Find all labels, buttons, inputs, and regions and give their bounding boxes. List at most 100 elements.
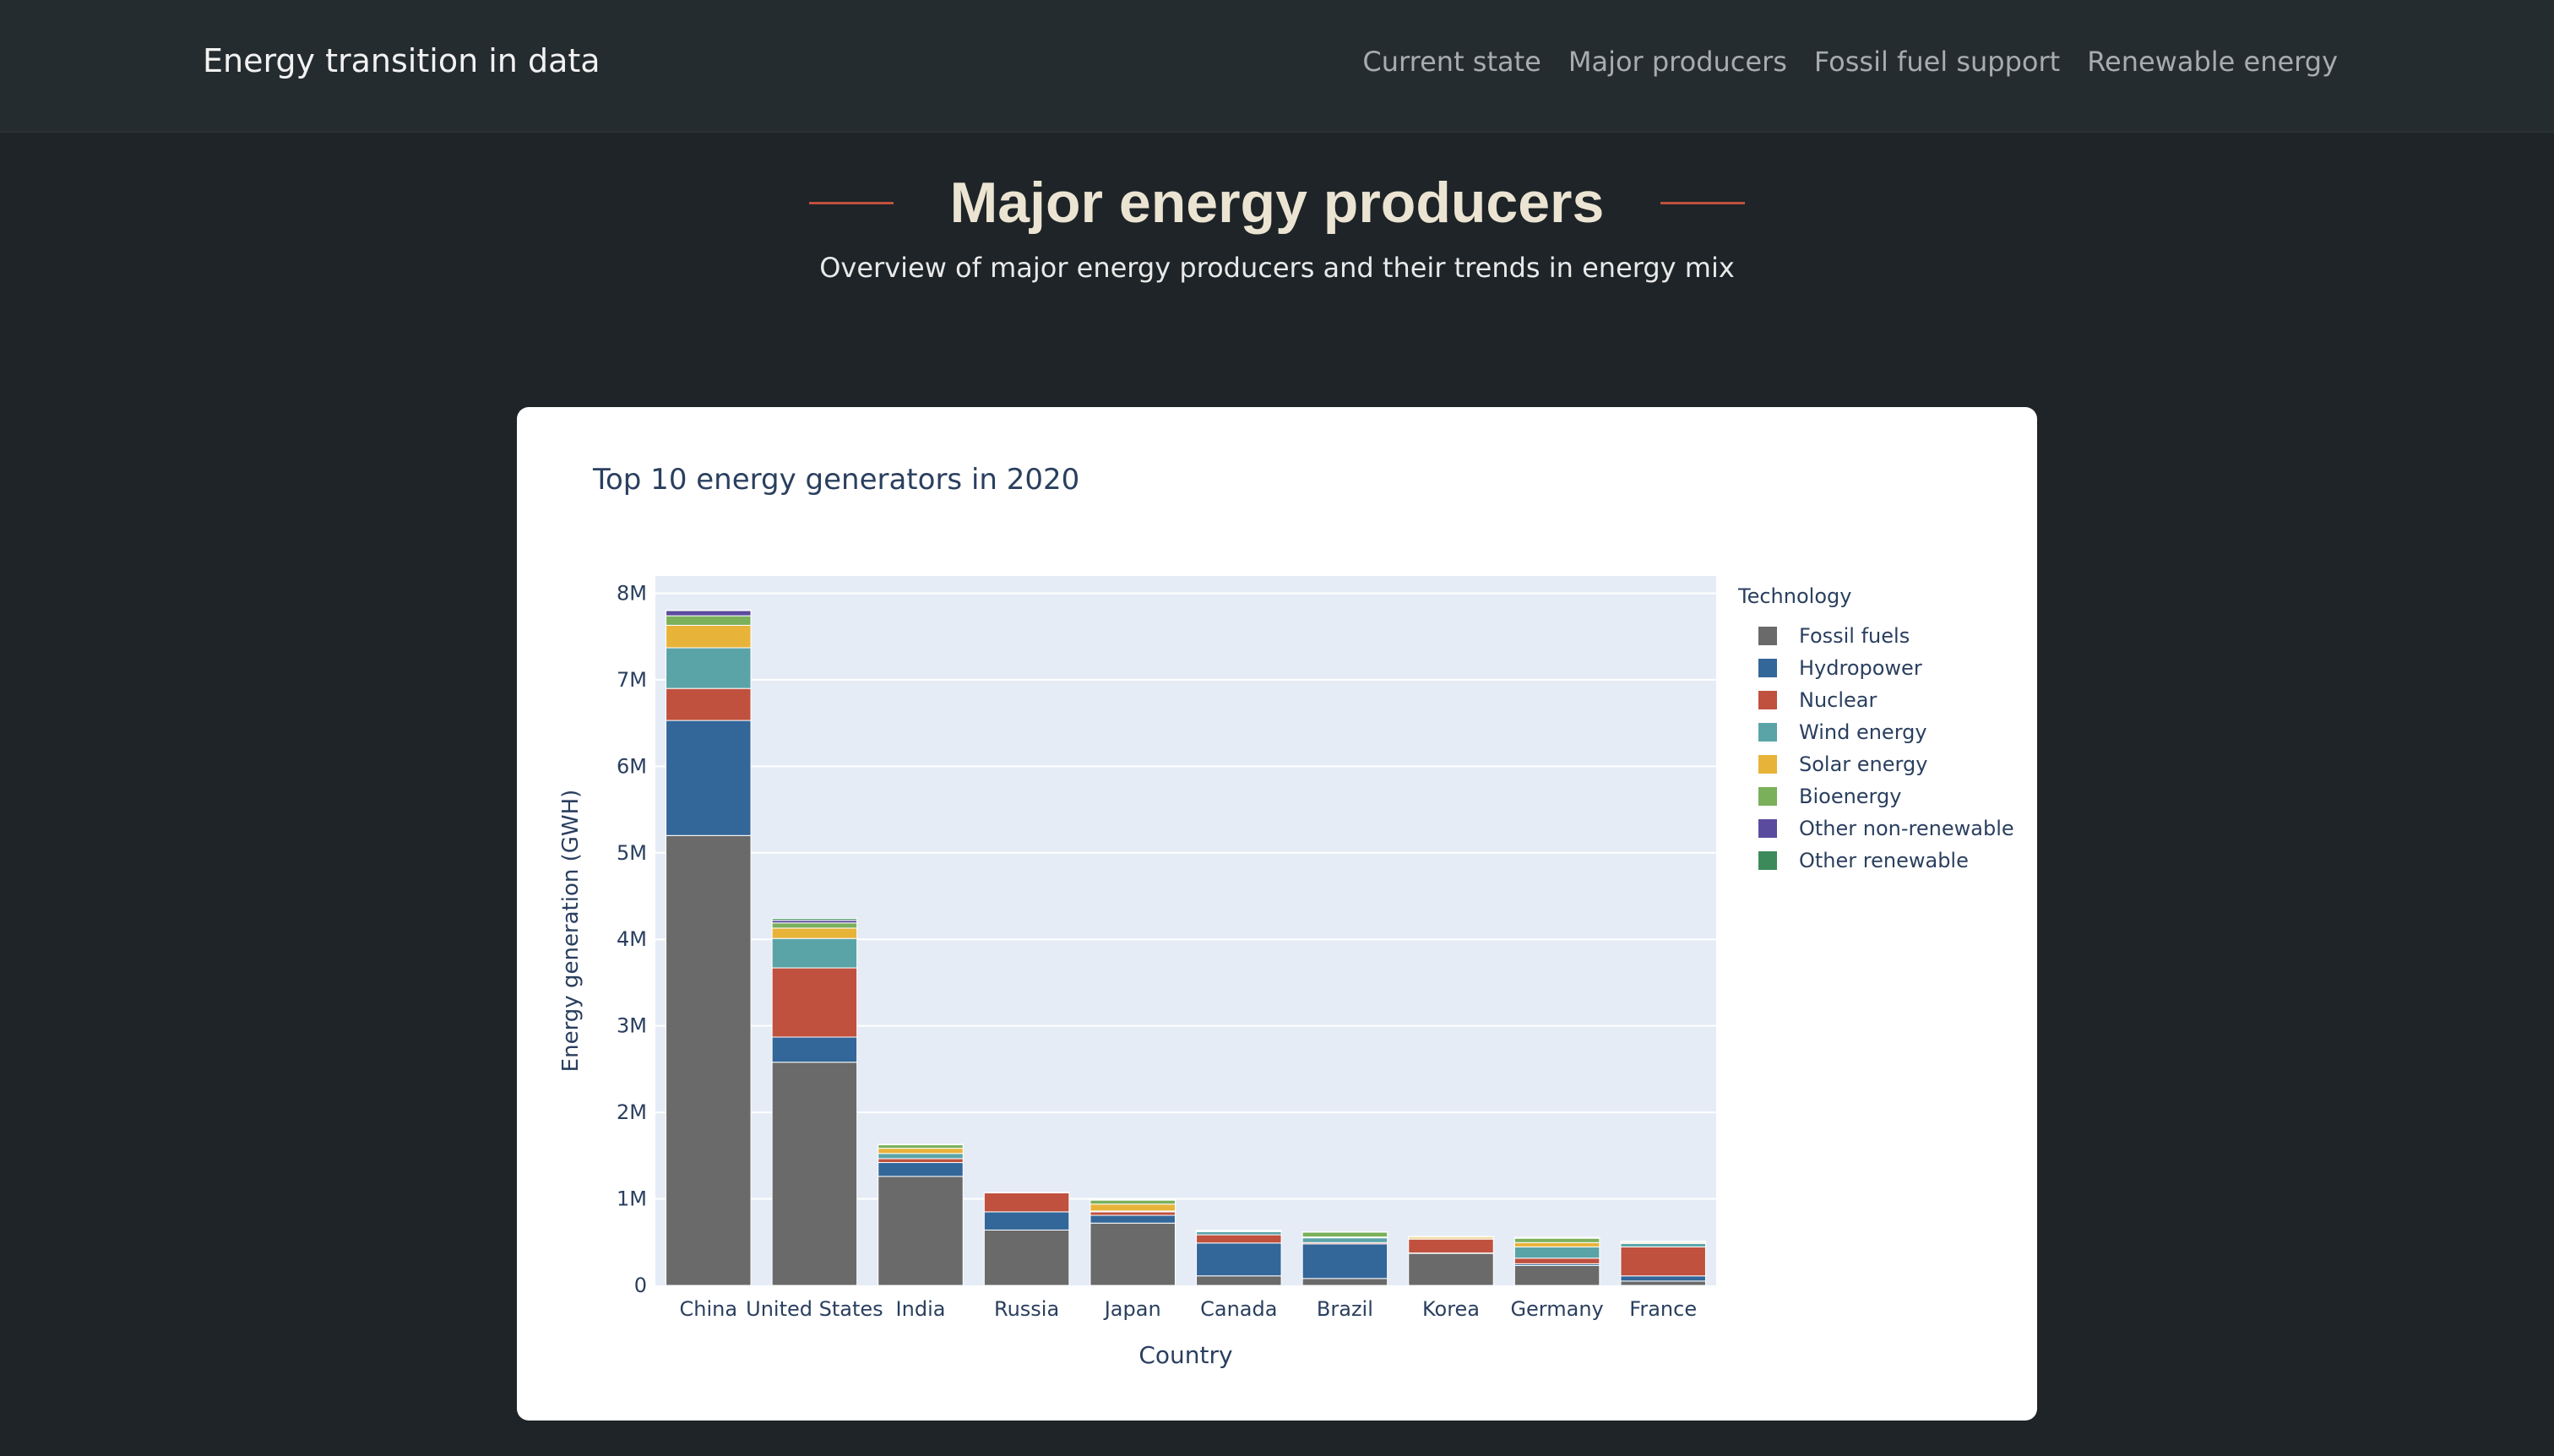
page-title-block: Major energy producers [0, 166, 2554, 236]
nav-link-renewable-energy[interactable]: Renewable energy [2087, 46, 2338, 78]
legend-swatch [1758, 851, 1777, 870]
bar-segment[interactable] [878, 1144, 964, 1149]
bar-segment[interactable] [666, 647, 752, 689]
bar-segment[interactable] [771, 927, 858, 939]
bar-segment[interactable] [1196, 1242, 1282, 1277]
bar-segment[interactable] [771, 1036, 858, 1063]
legend-label: Wind energy [1799, 720, 1927, 744]
x-tick-label: China [680, 1297, 738, 1321]
bar-segment[interactable] [771, 1062, 858, 1286]
bars[interactable] [666, 609, 1706, 1286]
bar-segment[interactable] [1620, 1280, 1706, 1286]
bar-segment[interactable] [1090, 1222, 1176, 1286]
bar-segment[interactable] [1513, 1241, 1600, 1247]
legend[interactable]: Technology Fossil fuels Hydropower Nuclear… [1737, 584, 2014, 872]
legend-item[interactable]: Solar energy [1758, 752, 1927, 776]
legend-swatch [1758, 787, 1777, 806]
x-tick-label: United States [746, 1297, 883, 1321]
bar-segment[interactable] [1301, 1278, 1388, 1286]
nav-link-current-state[interactable]: Current state [1362, 46, 1541, 78]
bar-segment[interactable] [666, 720, 752, 836]
bar-segment[interactable] [666, 615, 752, 626]
bar-segment[interactable] [1620, 1242, 1706, 1247]
bar-segment[interactable] [1513, 1264, 1600, 1286]
bar-segment[interactable] [878, 1176, 964, 1286]
y-tick-label: 2M [617, 1100, 647, 1124]
bar-segment[interactable] [1513, 1246, 1600, 1259]
bar-segment[interactable] [771, 967, 858, 1038]
legend-item[interactable]: Wind energy [1758, 720, 1927, 744]
bar-segment[interactable] [771, 922, 858, 929]
chart-card: 0 1M 2M 3M 4M 5M 6M 7M 8M China United States Indi… [517, 407, 2037, 1421]
y-axis-label: Energy generation (GWH) [558, 790, 584, 1073]
legend-item[interactable]: Other renewable [1758, 849, 1969, 872]
x-tick-label: Japan [1103, 1297, 1161, 1321]
bar-segment[interactable] [878, 1153, 964, 1160]
legend-label: Bioenergy [1799, 785, 1901, 808]
bar-segment[interactable] [983, 1192, 1070, 1213]
bar-segment[interactable] [1620, 1246, 1706, 1277]
bar-segment[interactable] [878, 1162, 964, 1177]
y-tick-label: 5M [617, 841, 647, 865]
y-tick-label: 1M [617, 1187, 647, 1211]
legend-swatch [1758, 723, 1777, 742]
bar-segment[interactable] [1620, 1275, 1706, 1282]
bar-segment[interactable] [1513, 1237, 1600, 1243]
bar-segment[interactable] [1090, 1214, 1176, 1224]
legend-swatch [1758, 627, 1777, 645]
bar-segment[interactable] [771, 937, 858, 969]
chart-title: Top 10 energy generators in 2020 [593, 463, 1080, 497]
bar-segment[interactable] [666, 834, 752, 1286]
legend-label: Fossil fuels [1799, 624, 1910, 648]
y-tick-label: 8M [617, 581, 647, 605]
title-rule-right [1660, 201, 1746, 204]
y-tick-label: 4M [617, 927, 647, 951]
bar-segment[interactable] [1196, 1275, 1282, 1286]
bar-segment[interactable] [771, 918, 858, 921]
bar-segment[interactable] [1196, 1231, 1282, 1236]
legend-item[interactable]: Nuclear [1758, 688, 1877, 712]
nav-link-fossil-fuel-support[interactable]: Fossil fuel support [1813, 46, 2061, 78]
bar-segment[interactable] [666, 609, 752, 611]
bar-segment[interactable] [1408, 1252, 1494, 1286]
bar-segment[interactable] [1090, 1211, 1176, 1216]
bar-segment[interactable] [1301, 1231, 1388, 1238]
bar-segment[interactable] [666, 624, 752, 649]
legend-label: Other non-renewable [1799, 817, 2014, 840]
legend-swatch [1758, 659, 1777, 677]
legend-item[interactable]: Other non-renewable [1758, 817, 2014, 840]
bar-segment[interactable] [1301, 1243, 1388, 1279]
y-tick-labels: 0 1M 2M 3M 4M 5M 6M 7M 8M [617, 581, 647, 1297]
bar-segment[interactable] [1090, 1203, 1176, 1212]
nav-menu: Current state Major producers Fossil fue… [1362, 46, 2338, 78]
bar-segment[interactable] [1408, 1238, 1494, 1254]
title-rule-left [808, 201, 894, 204]
bar-segment[interactable] [878, 1148, 964, 1154]
nav-link-major-producers[interactable]: Major producers [1568, 46, 1787, 78]
legend-item[interactable]: Fossil fuels [1758, 624, 1910, 648]
legend-label: Solar energy [1799, 752, 1927, 776]
bar-segment[interactable] [1196, 1234, 1282, 1244]
bar-segment[interactable] [983, 1229, 1070, 1286]
x-tick-label: France [1629, 1297, 1697, 1321]
legend-item[interactable]: Hydropower [1758, 656, 1922, 680]
legend-label: Other renewable [1799, 849, 1969, 872]
navbar: Energy transition in data Current state … [0, 0, 2554, 133]
bar-segment[interactable] [666, 610, 752, 617]
x-tick-label: Korea [1422, 1297, 1480, 1321]
bar-chart[interactable]: 0 1M 2M 3M 4M 5M 6M 7M 8M China United States Indi… [517, 407, 2037, 1421]
bar-segment[interactable] [1090, 1199, 1176, 1205]
brand-link[interactable]: Energy transition in data [203, 42, 600, 79]
bar-segment[interactable] [1301, 1237, 1388, 1243]
x-tick-labels: China United States India Russia Japan Canada… [680, 1297, 1698, 1321]
bar-segment[interactable] [666, 687, 752, 721]
y-tick-label: 6M [617, 754, 647, 778]
bar-segment[interactable] [983, 1211, 1070, 1231]
x-tick-label: Canada [1200, 1297, 1277, 1321]
bar-segment[interactable] [878, 1158, 964, 1164]
bar-segment[interactable] [1513, 1258, 1600, 1264]
y-tick-label: 0 [634, 1274, 647, 1297]
legend-item[interactable]: Bioenergy [1758, 785, 1901, 808]
y-tick-label: 3M [617, 1014, 647, 1038]
x-tick-label: Russia [994, 1297, 1059, 1321]
